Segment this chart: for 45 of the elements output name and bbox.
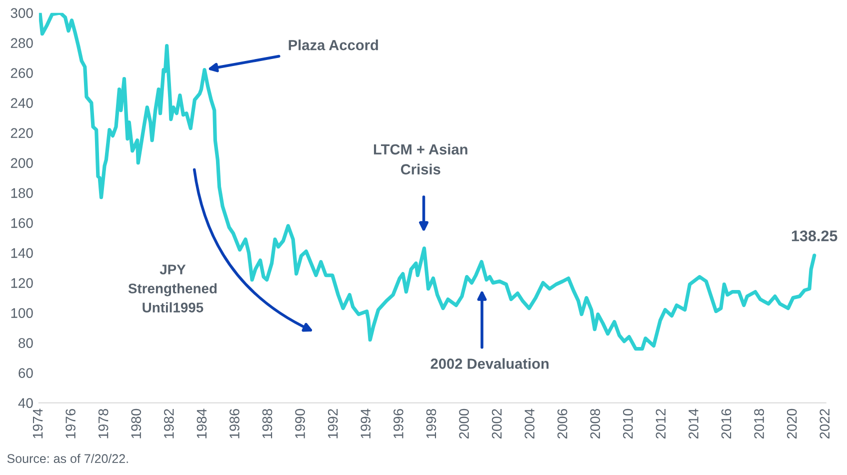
x-tick-label: 1986 xyxy=(230,408,240,438)
x-tick-label: 1980 xyxy=(131,408,142,438)
x-tick-label: 2002 xyxy=(492,409,502,439)
y-tick-label: 120 xyxy=(11,278,33,288)
x-tick-label: 1990 xyxy=(295,408,305,438)
x-tick-label: 1988 xyxy=(262,408,272,438)
x-tick-label: 1992 xyxy=(328,409,338,438)
x-tick-label: 2000 xyxy=(459,408,469,439)
data-label: 138.25 xyxy=(792,230,838,242)
x-tick-label: 1994 xyxy=(360,408,371,438)
y-tick-label: 60 xyxy=(18,368,33,378)
y-tick-label: 160 xyxy=(11,218,33,228)
x-tick-label: 1978 xyxy=(98,408,108,438)
annotation: 2002 Devaluation xyxy=(430,358,549,369)
annotation: LTCM + Asian Crisis xyxy=(374,144,468,175)
x-tick-label: 2016 xyxy=(721,408,732,439)
x-tick-label: 2018 xyxy=(754,408,764,439)
x-tick-label: 2006 xyxy=(557,408,568,439)
y-tick-label: 280 xyxy=(10,38,33,48)
y-tick-label: 80 xyxy=(18,338,33,348)
y-tick-label: 220 xyxy=(10,128,33,138)
x-tick-label: 2014 xyxy=(688,408,698,439)
y-tick-label: 100 xyxy=(11,308,33,318)
source-note: Source: as of 7/20/22. xyxy=(7,454,128,464)
x-tick-label: 2004 xyxy=(524,408,534,439)
x-tick-label: 2008 xyxy=(590,408,600,439)
x-tick-label: 1998 xyxy=(426,408,436,438)
x-tick-label: 2012 xyxy=(656,409,666,439)
x-tick-label: 1982 xyxy=(164,409,174,438)
annotation: Plaza Accord xyxy=(288,40,378,50)
y-tick-label: 200 xyxy=(10,158,33,168)
annotation: JPY Strengthened Until1995 xyxy=(128,264,217,312)
x-tick-label: 2010 xyxy=(623,408,633,439)
y-tick-label: 180 xyxy=(11,188,33,198)
y-tick-label: 140 xyxy=(11,248,33,258)
x-tick-label: 2022 xyxy=(820,409,830,439)
x-tick-label: 1984 xyxy=(196,408,207,438)
y-tick-label: 240 xyxy=(10,98,33,108)
y-tick-label: 40 xyxy=(18,398,33,408)
y-tick-label: 260 xyxy=(10,68,33,78)
x-tick-label: 2020 xyxy=(786,408,797,439)
x-tick-label: 1976 xyxy=(66,408,76,438)
x-tick-label: 1996 xyxy=(394,408,404,438)
x-tick-label: 1974 xyxy=(32,408,43,438)
y-tick-label: 300 xyxy=(10,8,33,18)
